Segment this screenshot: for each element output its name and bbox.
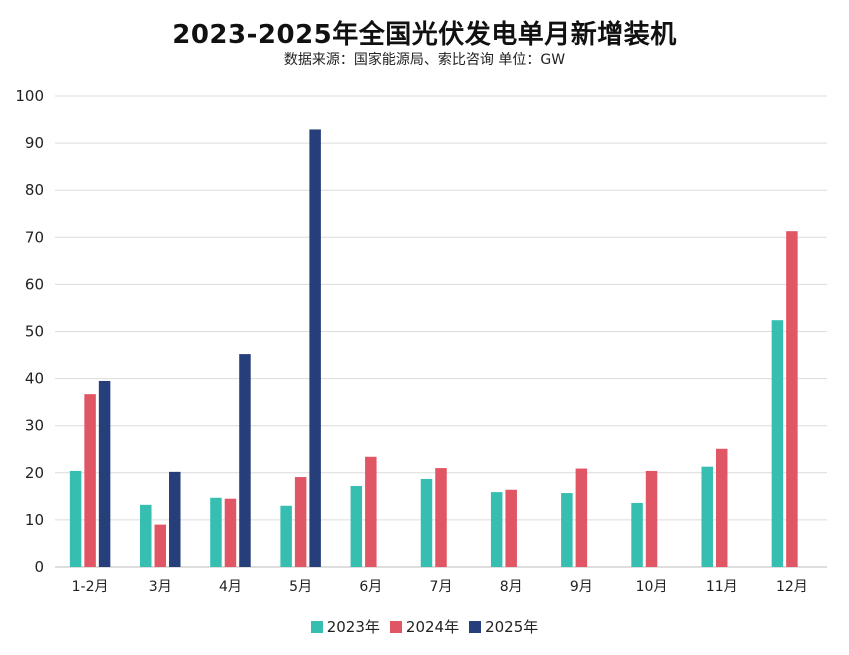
- bar: [505, 489, 517, 567]
- bar: [84, 394, 96, 567]
- chart-title: 2023-2025年全国光伏发电单月新增装机: [172, 20, 677, 50]
- x-tick-label: 11月: [706, 579, 738, 595]
- legend-label: 2023年: [326, 618, 380, 636]
- bar: [631, 502, 643, 567]
- bar: [701, 466, 713, 567]
- bar: [715, 448, 728, 567]
- bar: [786, 231, 798, 567]
- bar: [239, 354, 251, 567]
- legend: 2023年 2024年 2025年: [0, 616, 849, 637]
- bar: [294, 477, 307, 567]
- x-tick-label: 1-2月: [72, 579, 109, 595]
- bar: [490, 492, 503, 567]
- y-tick-label: 20: [25, 464, 44, 482]
- legend-label: 2025年: [485, 618, 539, 636]
- y-tick-label: 70: [25, 228, 44, 246]
- bar: [435, 468, 447, 567]
- y-tick-label: 80: [25, 181, 44, 199]
- bar: [365, 456, 377, 567]
- bar: [309, 129, 321, 568]
- bar: [280, 505, 292, 567]
- x-tick-label: 5月: [289, 579, 312, 595]
- legend-item: 2025年: [469, 616, 538, 637]
- x-tick-label: 7月: [430, 579, 453, 595]
- bar: [210, 497, 222, 567]
- x-tick-label: 3月: [149, 579, 172, 595]
- legend-item: 2024年: [389, 616, 460, 637]
- legend-swatch: [310, 620, 323, 633]
- legend-item: 2023年: [310, 616, 380, 637]
- x-tick-label: 8月: [500, 579, 523, 595]
- x-tick-label: 6月: [359, 579, 382, 595]
- y-tick-label: 0: [34, 558, 44, 576]
- bar: [561, 493, 573, 567]
- bar: [98, 380, 111, 567]
- x-tick-label: 4月: [219, 579, 242, 595]
- y-tick-label: 40: [25, 370, 44, 388]
- y-tick-label: 100: [15, 87, 44, 105]
- chart-subtitle: 数据来源：国家能源局、索比咨询 单位：GW: [283, 52, 566, 68]
- legend-swatch: [389, 620, 402, 633]
- bar: [575, 468, 588, 567]
- y-tick-label: 90: [25, 134, 44, 152]
- bar: [169, 471, 181, 567]
- bar: [771, 320, 784, 567]
- y-tick-label: 10: [25, 511, 44, 529]
- x-tick-label: 9月: [570, 579, 593, 595]
- legend-label: 2024年: [405, 618, 460, 636]
- bar: [420, 478, 433, 567]
- x-tick-label: 10月: [636, 579, 668, 595]
- bar: [140, 504, 152, 567]
- y-tick-label: 30: [25, 417, 44, 435]
- bar: [645, 470, 658, 567]
- legend-swatch: [469, 620, 482, 633]
- bar: [350, 485, 363, 567]
- x-tick-label: 12月: [776, 579, 808, 595]
- bar: [69, 470, 82, 567]
- bar: [154, 524, 167, 567]
- y-tick-label: 50: [25, 323, 44, 341]
- bar: [224, 498, 237, 567]
- y-tick-label: 60: [25, 275, 44, 293]
